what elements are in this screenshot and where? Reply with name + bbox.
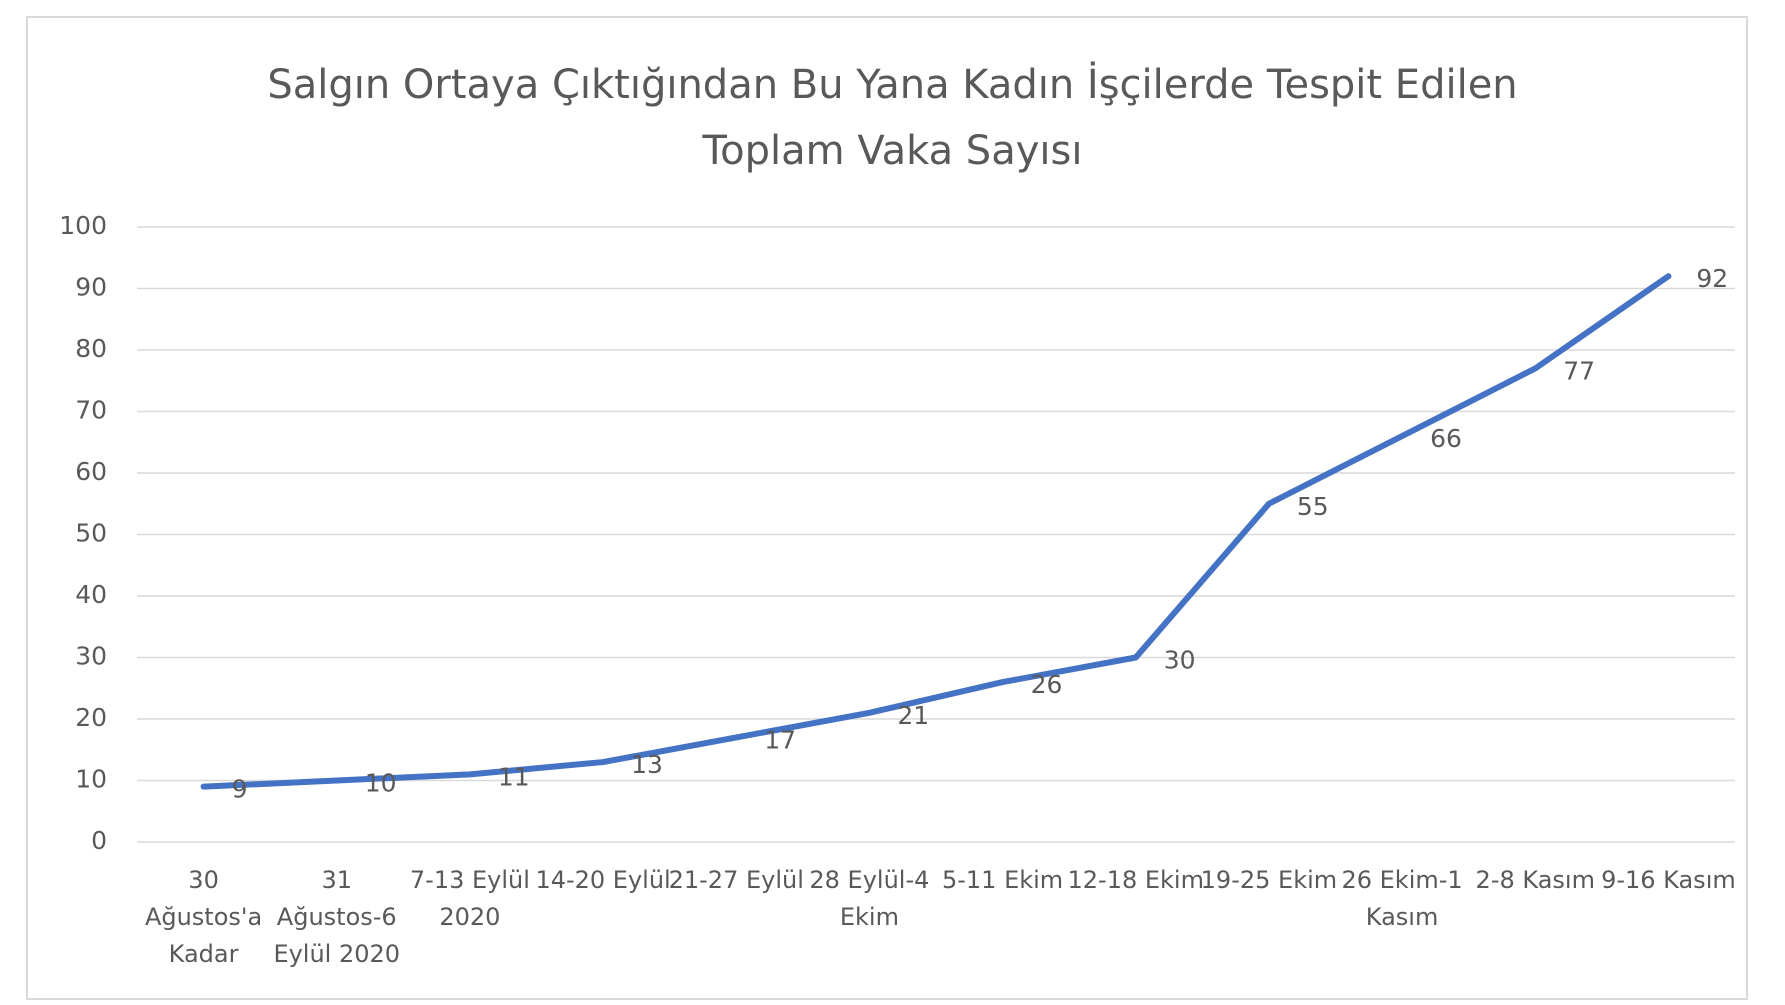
y-tick-label: 90: [75, 273, 107, 302]
x-tick-label: 12-18 Ekim: [1067, 866, 1204, 894]
x-tick-label: 21-27 Eylül: [668, 866, 804, 894]
data-label: 10: [365, 769, 397, 798]
x-tick-label: 7-13 Eylül 2020: [409, 866, 530, 931]
data-label: 66: [1430, 424, 1462, 453]
chart-title: Salgın Ortaya Çıktığından Bu Yana Kadın …: [267, 62, 1518, 174]
x-tick-label: 30 Ağustos'a Kadar: [144, 866, 263, 968]
y-tick-label: 100: [59, 211, 107, 240]
data-label: 9: [232, 775, 248, 804]
data-label: 26: [1031, 670, 1063, 699]
data-label: 13: [631, 750, 663, 779]
data-label: 92: [1696, 264, 1728, 293]
y-tick-label: 60: [75, 457, 107, 486]
x-tick-label: 9-16 Kasım: [1601, 866, 1736, 894]
data-label: 21: [897, 701, 929, 730]
data-label: 11: [498, 762, 530, 791]
y-tick-label: 0: [91, 826, 107, 855]
x-tick-label: 31 Ağustos-6 Eylül 2020: [273, 866, 401, 968]
y-tick-label: 70: [75, 396, 107, 425]
x-tick-label: 5-11 Ekim: [941, 866, 1064, 894]
y-tick-label: 10: [75, 765, 107, 794]
y-tick-label: 40: [75, 580, 107, 609]
data-label: 55: [1297, 492, 1329, 521]
data-label: 17: [764, 725, 796, 754]
data-label: 77: [1563, 356, 1595, 385]
x-tick-label: 19-25 Ekim: [1200, 866, 1338, 894]
x-tick-label: 14-20 Eylül: [535, 866, 671, 894]
chart-border: [26, 16, 1748, 1000]
x-tick-label: 28 Eylül-4 Ekim: [809, 866, 930, 931]
line: [200, 273, 1672, 790]
x-tick-label: 26 Ekim-1 Kasım: [1341, 866, 1463, 931]
y-tick-label: 50: [75, 519, 107, 548]
y-tick-label: 80: [75, 334, 107, 363]
y-tick-label: 30: [75, 642, 107, 671]
y-tick-label: 20: [75, 703, 107, 732]
x-tick-label: 2-8 Kasım: [1475, 866, 1595, 894]
data-label: 30: [1164, 646, 1196, 675]
